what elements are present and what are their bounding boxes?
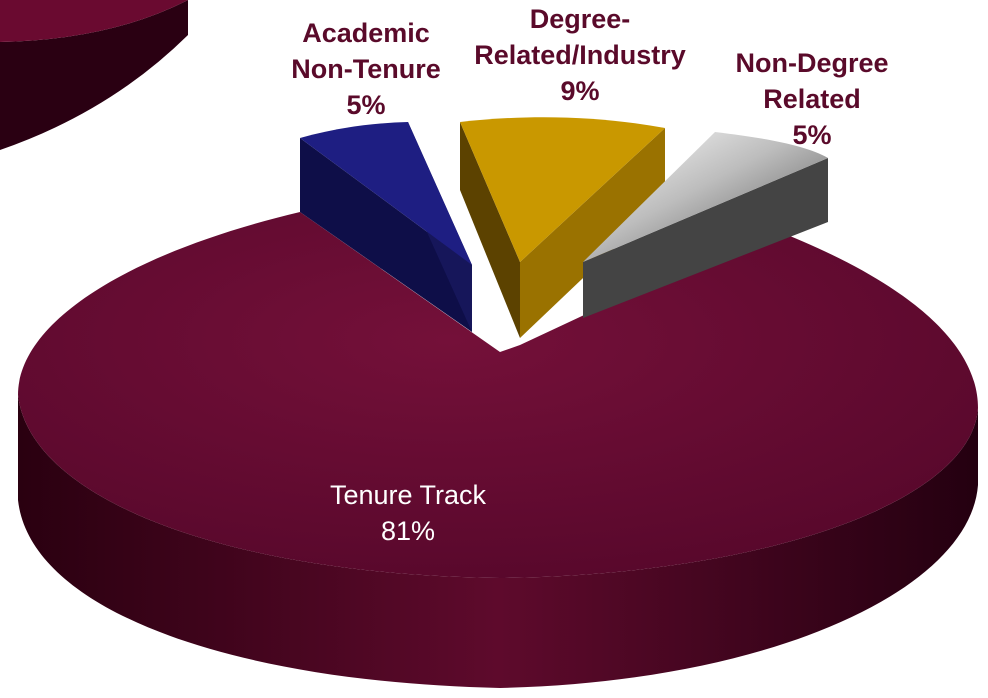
non-degree-top [583, 132, 828, 262]
label-academic-non-tenure: Academic Non-Tenure 5% [291, 18, 441, 120]
background-pie-fragment [0, 0, 188, 150]
academic-non-tenure-side [300, 138, 472, 332]
non-degree-value: 5% [792, 120, 831, 150]
label-degree-related-industry: Degree- Related/Industry 9% [474, 4, 686, 106]
academic-non-tenure-value: 5% [346, 90, 385, 120]
slice-tenure-track [18, 212, 978, 688]
non-degree-label-line1: Non-Degree [735, 48, 888, 78]
background-pie-side [0, 0, 188, 150]
degree-related-side [460, 122, 520, 338]
background-pie-top [0, 0, 188, 42]
non-degree-side [583, 158, 828, 318]
slice-degree-related-industry [460, 117, 665, 338]
academic-non-tenure-label-line1: Academic [302, 18, 430, 48]
degree-related-value: 9% [560, 76, 599, 106]
degree-related-top [460, 117, 665, 262]
slice-non-degree-related [583, 132, 828, 318]
degree-related-label-line1: Degree- [530, 4, 631, 34]
non-degree-label-line2: Related [763, 84, 861, 114]
degree-related-face [520, 128, 665, 338]
label-tenure-track: Tenure Track 81% [330, 480, 487, 546]
degree-related-label-line2: Related/Industry [474, 40, 686, 70]
academic-non-tenure-top [300, 122, 472, 265]
tenure-track-value: 81% [381, 516, 435, 546]
academic-non-tenure-label-line2: Non-Tenure [291, 54, 441, 84]
label-non-degree-related: Non-Degree Related 5% [735, 48, 888, 150]
tenure-track-label-line1: Tenure Track [330, 480, 487, 510]
tenure-track-side [18, 395, 978, 688]
slice-academic-non-tenure [300, 122, 472, 332]
tenure-track-top [18, 212, 978, 578]
